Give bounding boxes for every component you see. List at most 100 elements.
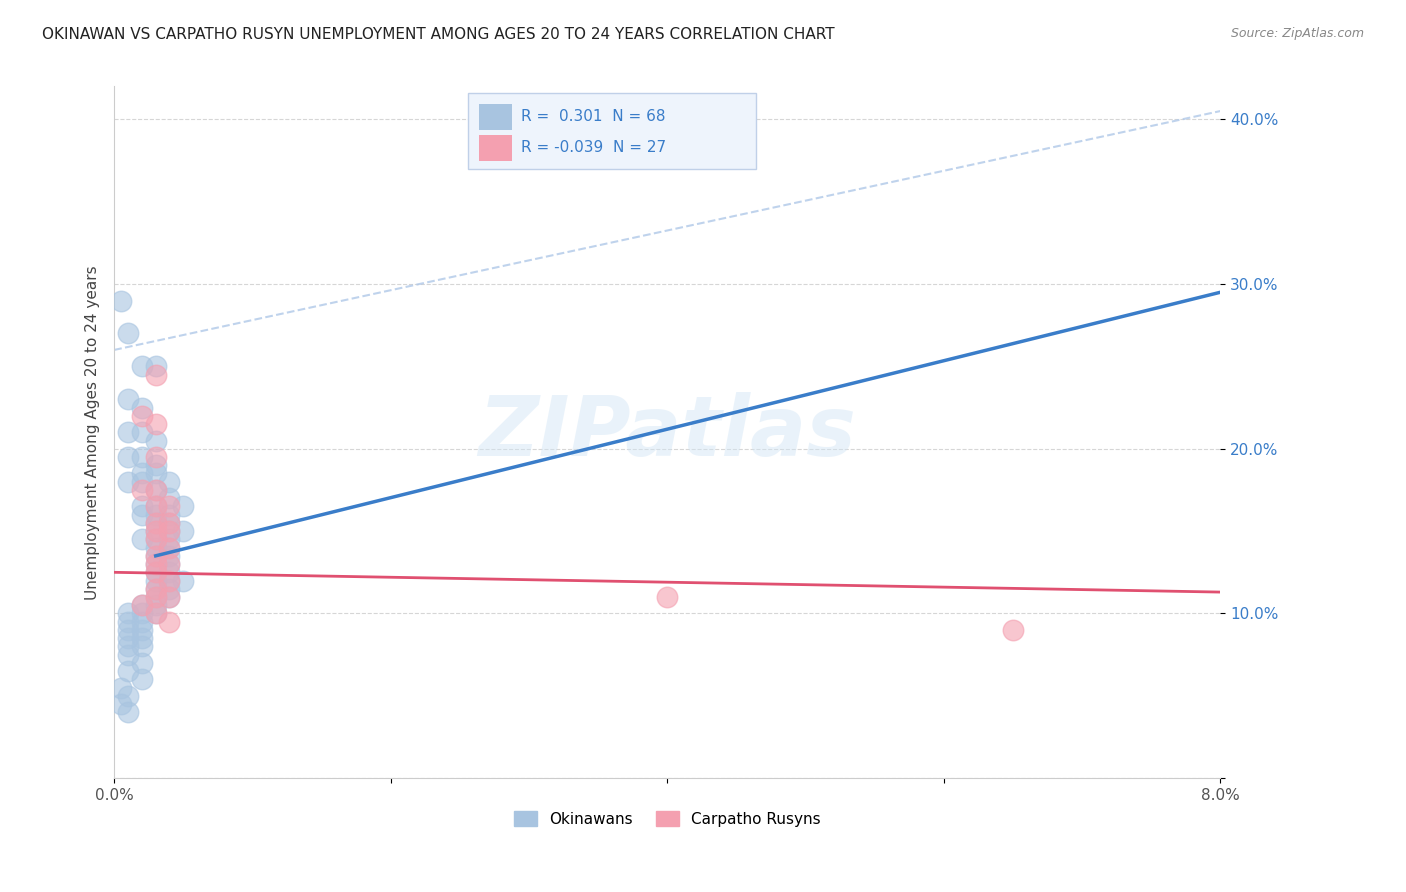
- Point: [145, 607, 167, 621]
- Point: [117, 450, 139, 464]
- Point: [159, 541, 181, 555]
- Point: [131, 623, 153, 637]
- Point: [117, 326, 139, 341]
- Point: [131, 599, 153, 613]
- Point: [131, 631, 153, 645]
- Text: R =  0.301  N = 68: R = 0.301 N = 68: [522, 110, 665, 124]
- Point: [145, 483, 167, 497]
- Point: [159, 574, 181, 588]
- Point: [145, 599, 167, 613]
- Point: [145, 516, 167, 530]
- FancyBboxPatch shape: [468, 94, 756, 169]
- Point: [159, 557, 181, 571]
- Point: [117, 648, 139, 662]
- Point: [131, 615, 153, 629]
- Point: [145, 607, 167, 621]
- Point: [145, 582, 167, 596]
- Point: [117, 623, 139, 637]
- Point: [159, 615, 181, 629]
- Point: [145, 516, 167, 530]
- Point: [131, 450, 153, 464]
- Point: [117, 392, 139, 407]
- Point: [131, 673, 153, 687]
- Point: [159, 590, 181, 604]
- Point: [145, 566, 167, 580]
- Point: [159, 590, 181, 604]
- Point: [1001, 623, 1024, 637]
- Point: [117, 615, 139, 629]
- Point: [159, 516, 181, 530]
- Point: [131, 607, 153, 621]
- Text: OKINAWAN VS CARPATHO RUSYN UNEMPLOYMENT AMONG AGES 20 TO 24 YEARS CORRELATION CH: OKINAWAN VS CARPATHO RUSYN UNEMPLOYMENT …: [42, 27, 835, 42]
- Point: [159, 557, 181, 571]
- Point: [145, 359, 167, 374]
- Point: [110, 697, 132, 711]
- Point: [117, 475, 139, 489]
- Point: [159, 549, 181, 563]
- Point: [172, 500, 194, 514]
- Point: [145, 450, 167, 464]
- Point: [159, 574, 181, 588]
- Point: [131, 656, 153, 670]
- Point: [110, 681, 132, 695]
- FancyBboxPatch shape: [479, 135, 512, 161]
- Point: [145, 500, 167, 514]
- Point: [145, 566, 167, 580]
- Point: [117, 607, 139, 621]
- Point: [131, 425, 153, 440]
- Point: [117, 664, 139, 678]
- Point: [145, 467, 167, 481]
- Point: [145, 582, 167, 596]
- Point: [117, 706, 139, 720]
- Point: [145, 549, 167, 563]
- Point: [145, 533, 167, 547]
- Point: [145, 557, 167, 571]
- Legend: Okinawans, Carpatho Rusyns: Okinawans, Carpatho Rusyns: [508, 805, 827, 833]
- Point: [117, 425, 139, 440]
- Point: [159, 524, 181, 538]
- Point: [145, 549, 167, 563]
- Point: [131, 483, 153, 497]
- Y-axis label: Unemployment Among Ages 20 to 24 years: Unemployment Among Ages 20 to 24 years: [86, 265, 100, 599]
- Point: [145, 417, 167, 431]
- Point: [145, 541, 167, 555]
- Point: [131, 401, 153, 415]
- Text: R = -0.039  N = 27: R = -0.039 N = 27: [522, 140, 666, 155]
- Text: Source: ZipAtlas.com: Source: ZipAtlas.com: [1230, 27, 1364, 40]
- Point: [159, 475, 181, 489]
- Point: [172, 574, 194, 588]
- Point: [145, 368, 167, 382]
- Point: [117, 631, 139, 645]
- Point: [145, 557, 167, 571]
- Point: [145, 574, 167, 588]
- Text: ZIPatlas: ZIPatlas: [478, 392, 856, 473]
- Point: [145, 524, 167, 538]
- Point: [117, 689, 139, 703]
- Point: [131, 409, 153, 423]
- Point: [131, 599, 153, 613]
- Point: [131, 467, 153, 481]
- Point: [159, 491, 181, 506]
- Point: [117, 640, 139, 654]
- Point: [159, 516, 181, 530]
- Point: [159, 541, 181, 555]
- FancyBboxPatch shape: [479, 103, 512, 130]
- Point: [131, 475, 153, 489]
- Point: [131, 640, 153, 654]
- Point: [131, 500, 153, 514]
- Point: [159, 582, 181, 596]
- Point: [159, 566, 181, 580]
- Point: [159, 533, 181, 547]
- Point: [145, 590, 167, 604]
- Point: [145, 434, 167, 448]
- Point: [145, 458, 167, 473]
- Point: [145, 533, 167, 547]
- Point: [145, 590, 167, 604]
- Point: [159, 500, 181, 514]
- Point: [159, 508, 181, 522]
- Point: [145, 483, 167, 497]
- Point: [172, 524, 194, 538]
- Point: [131, 533, 153, 547]
- Point: [159, 524, 181, 538]
- Point: [110, 293, 132, 308]
